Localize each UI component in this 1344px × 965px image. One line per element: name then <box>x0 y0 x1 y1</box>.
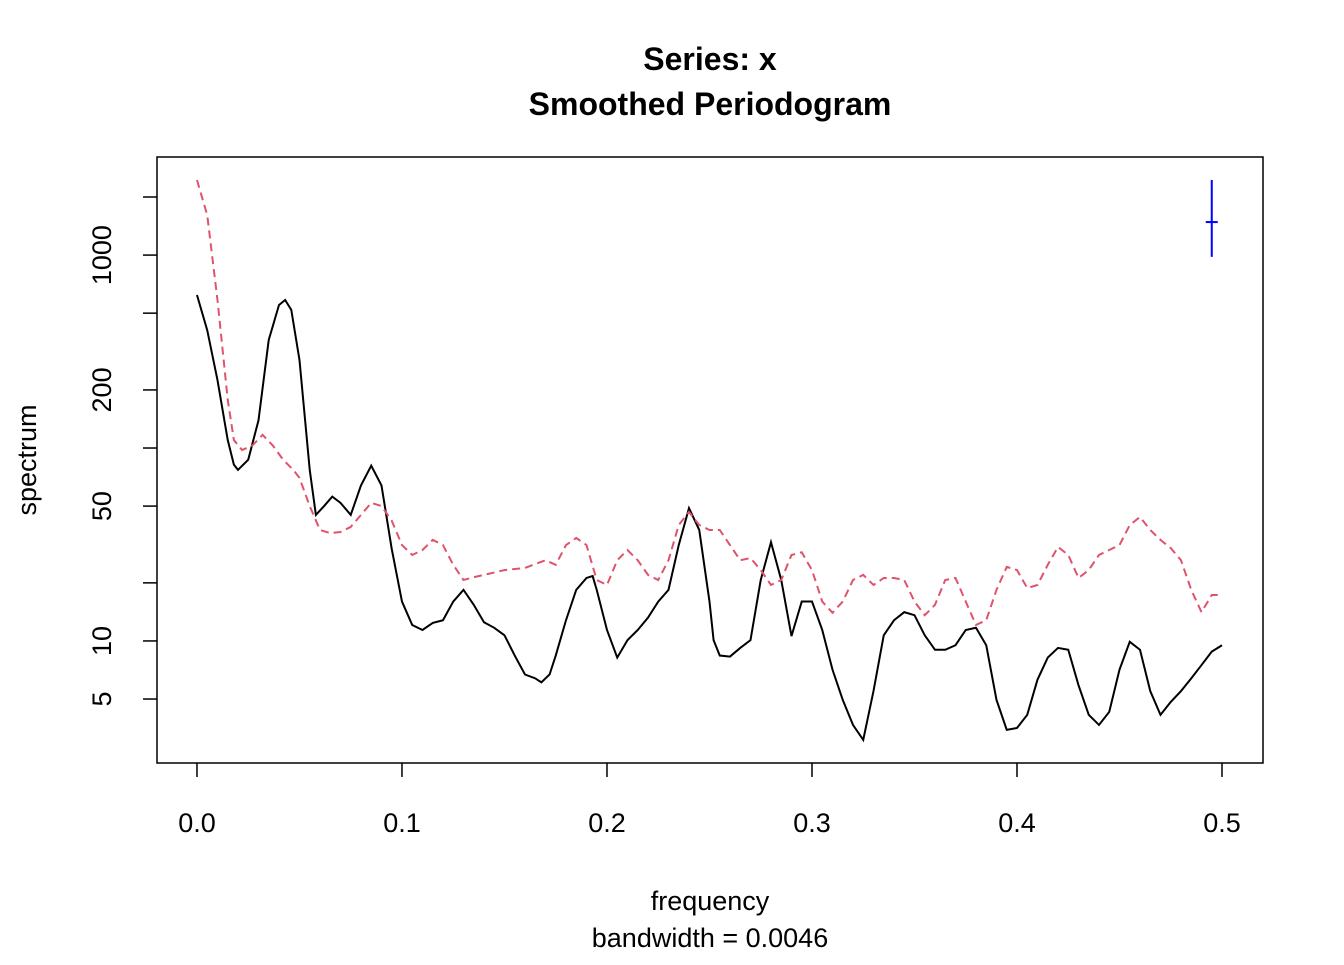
x-tick-label: 0.1 <box>383 808 421 838</box>
x-tick-label: 0.5 <box>1203 808 1241 838</box>
y-tick-label: 1000 <box>87 225 117 285</box>
x-tick-label: 0.3 <box>793 808 831 838</box>
y-tick-label: 5 <box>87 692 117 707</box>
y-axis-label: spectrum <box>12 404 42 515</box>
y-tick-label: 200 <box>87 367 117 412</box>
y-tick-label: 10 <box>87 626 117 656</box>
chart-title: Series: x <box>643 41 777 77</box>
x-tick-label: 0.4 <box>998 808 1036 838</box>
x-axis-label: frequency <box>651 886 770 916</box>
x-tick-label: 0.0 <box>178 808 216 838</box>
y-tick-label: 50 <box>87 491 117 521</box>
plot-frame <box>156 156 1264 764</box>
chart-subtitle: Smoothed Periodogram <box>529 86 892 122</box>
series-line <box>196 179 1222 627</box>
x-tick-label: 0.2 <box>588 808 626 838</box>
x-axis-sublabel: bandwidth = 0.0046 <box>592 923 828 953</box>
series-line <box>196 294 1223 743</box>
